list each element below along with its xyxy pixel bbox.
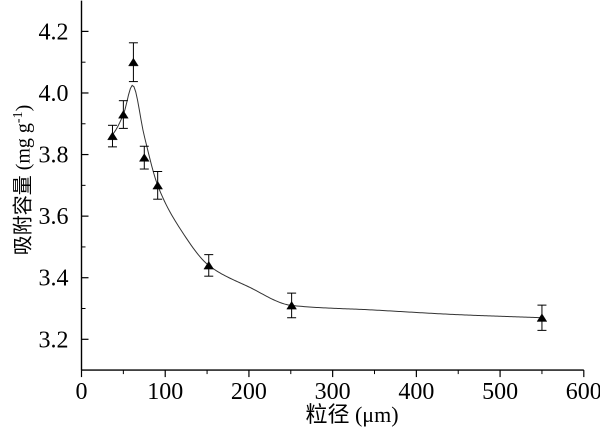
svg-text:500: 500 bbox=[482, 379, 518, 405]
svg-text:4.2: 4.2 bbox=[39, 19, 69, 45]
svg-text:3.8: 3.8 bbox=[39, 143, 69, 169]
svg-text:0: 0 bbox=[76, 379, 88, 405]
svg-text:3.2: 3.2 bbox=[39, 327, 69, 353]
svg-text:100: 100 bbox=[147, 379, 183, 405]
svg-text:400: 400 bbox=[398, 379, 434, 405]
svg-text:200: 200 bbox=[231, 379, 267, 405]
svg-text:3.4: 3.4 bbox=[39, 266, 69, 292]
svg-text:600: 600 bbox=[566, 379, 600, 405]
svg-text:4.0: 4.0 bbox=[39, 81, 69, 107]
svg-text:3.6: 3.6 bbox=[39, 204, 69, 230]
